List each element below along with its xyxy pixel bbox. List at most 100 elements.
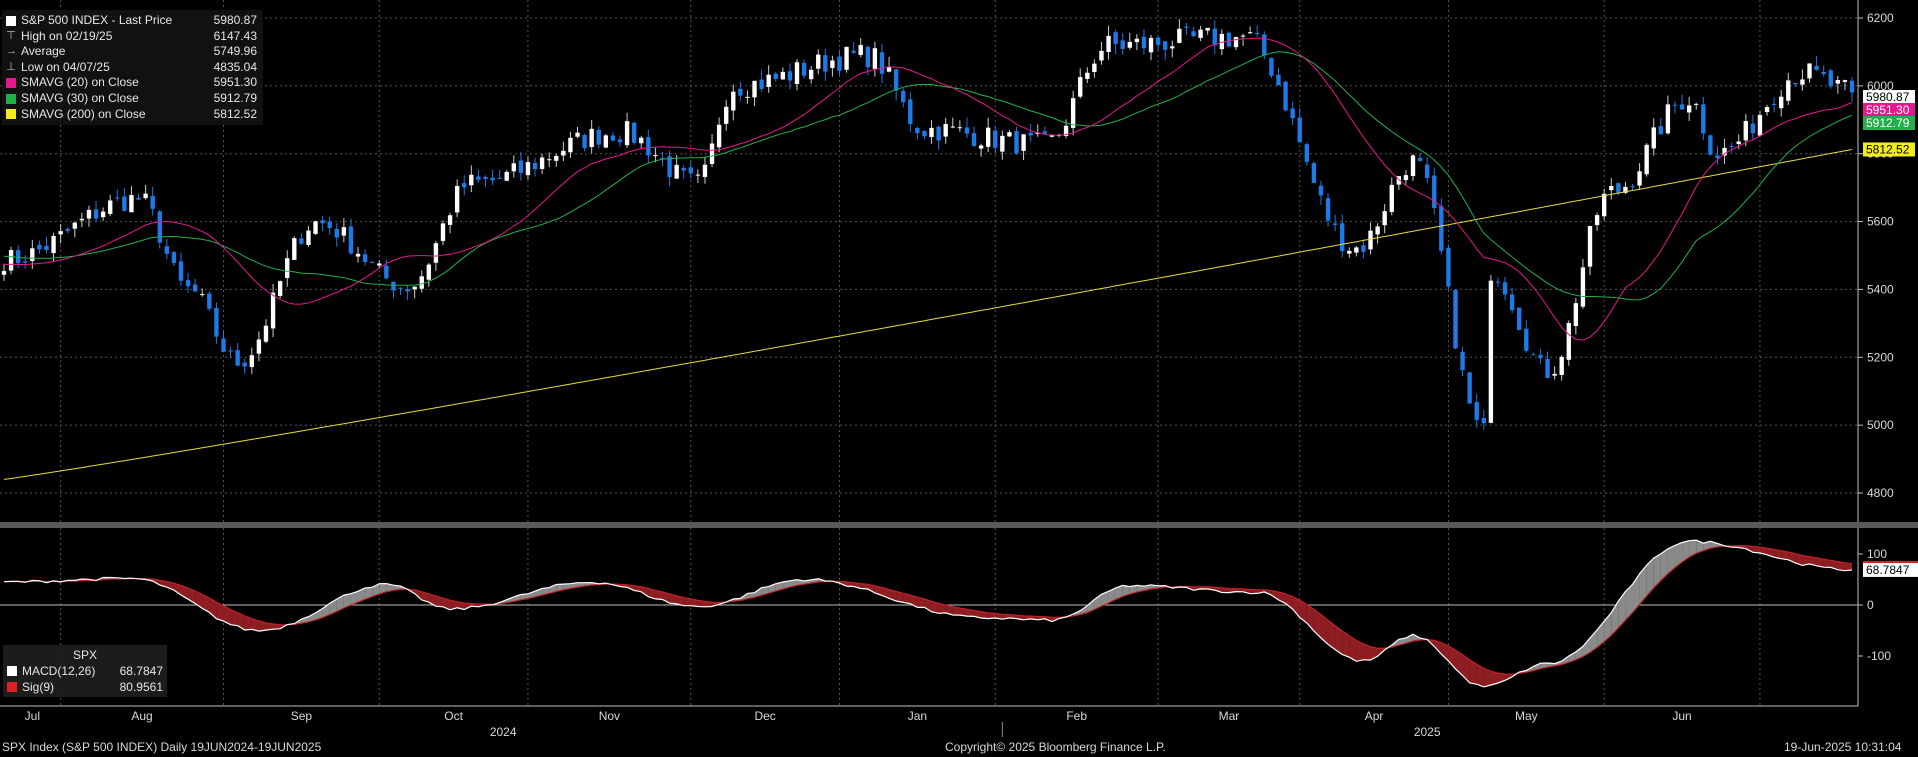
price-tick-label: 5000 <box>1867 418 1894 432</box>
candle-body <box>263 325 269 342</box>
price-tick-label: 5600 <box>1867 215 1894 229</box>
candle-body <box>1403 175 1409 181</box>
candle-body <box>1262 34 1267 56</box>
candle-body <box>1276 74 1281 86</box>
candle-body <box>129 195 134 213</box>
macd-fill-segment <box>1236 588 1244 592</box>
candle-body <box>1396 176 1402 185</box>
signal-swatch <box>7 682 17 692</box>
candle-body <box>610 135 616 141</box>
candle-body <box>1509 294 1515 311</box>
candle-body <box>1488 280 1494 423</box>
macd-fill-segment <box>251 618 259 632</box>
candle-body <box>1502 282 1508 295</box>
candle-body <box>462 183 467 188</box>
candle-body <box>1269 57 1274 76</box>
candle-body <box>837 56 842 71</box>
candle-body <box>1573 303 1579 326</box>
price-value-tag-label: 5951.30 <box>1866 103 1910 117</box>
candle-body <box>1658 126 1664 135</box>
legend-swatch <box>6 93 16 104</box>
legend-value: 5749.96 <box>213 44 257 59</box>
macd-line <box>3 539 1853 688</box>
macd-fill-segment <box>704 601 713 607</box>
macd-fill-segment <box>917 597 925 608</box>
candle-body <box>384 265 389 279</box>
macd-fill-segment <box>244 616 252 630</box>
candle-body <box>292 238 297 260</box>
candle-body <box>879 52 885 74</box>
macd-fill-segment <box>853 582 861 589</box>
candle-body <box>1340 223 1345 252</box>
candle-body <box>1163 41 1168 50</box>
candle-body <box>37 244 42 250</box>
candle-body <box>398 287 403 289</box>
candle-body <box>108 200 113 214</box>
candle-body <box>320 220 325 224</box>
candle-body <box>348 226 354 254</box>
macd-fill-segment <box>365 587 373 600</box>
candle-body <box>639 137 644 144</box>
candle-body <box>1715 155 1720 159</box>
candle-body <box>993 130 998 148</box>
candle-body <box>115 197 120 199</box>
candle-body <box>1779 96 1784 109</box>
candle-body <box>1191 31 1196 37</box>
candle-body <box>1368 230 1373 250</box>
macd-fill-segment <box>457 601 465 610</box>
legend-glyph-icon: → <box>6 45 17 58</box>
candle-body <box>1219 33 1225 50</box>
macd-fill-segment <box>1342 630 1350 658</box>
candle-body <box>738 88 743 96</box>
candle-body <box>617 139 623 143</box>
candle-body <box>1297 117 1302 143</box>
candle-body <box>858 45 863 55</box>
macd-fill-segment <box>697 600 705 607</box>
x-tick-label: Feb <box>1066 709 1087 723</box>
candle-body <box>985 127 991 147</box>
price-value-tag: 5980.87 <box>1863 90 1915 104</box>
candle-body <box>1651 127 1656 149</box>
macd-fill-segment <box>1568 651 1576 663</box>
candle-body <box>978 145 984 149</box>
candle-body <box>1580 267 1586 307</box>
candle-body <box>1439 206 1444 251</box>
macd-fill-segment <box>1108 588 1116 603</box>
signal-legend-value: 80.9561 <box>119 680 163 694</box>
macd-fill-segment <box>1299 600 1307 623</box>
macd-fill-segment <box>1448 645 1456 669</box>
candle-body <box>143 193 148 199</box>
candle-body <box>1205 27 1210 31</box>
macd-fill-segment <box>216 602 224 622</box>
candle-body <box>1134 38 1140 43</box>
macd-fill-segment <box>1639 565 1647 605</box>
macd-fill-segment <box>1476 664 1484 687</box>
macd-fill-segment <box>690 598 698 607</box>
macd-fill-segment <box>952 606 960 616</box>
candle-body <box>759 79 764 89</box>
macd-fill-segment <box>1816 557 1824 568</box>
macd-fill-segment <box>988 612 996 619</box>
macd-value-tag: 68.7847 <box>1863 560 1918 577</box>
macd-fill-segment <box>1752 546 1760 553</box>
candle-body <box>1042 131 1048 134</box>
macd-fill-segment <box>1674 542 1683 568</box>
candle-body <box>624 121 630 146</box>
macd-fill-segment <box>464 603 472 610</box>
macd-fill-segment <box>343 593 351 609</box>
candle-body <box>1814 65 1819 70</box>
x-tick-label: Apr <box>1365 709 1384 723</box>
macd-fill-segment <box>1781 550 1789 560</box>
candle-body <box>1495 281 1501 283</box>
year-label: 2024 <box>490 725 517 739</box>
candle-body <box>1347 250 1352 254</box>
macd-fill-segment <box>1774 549 1782 559</box>
candle-body <box>702 164 708 178</box>
candle-body <box>1460 351 1465 371</box>
macd-fill-segment <box>1101 591 1109 607</box>
candle-body <box>1474 402 1479 421</box>
candle-body <box>539 157 545 170</box>
candle-body <box>313 221 318 234</box>
